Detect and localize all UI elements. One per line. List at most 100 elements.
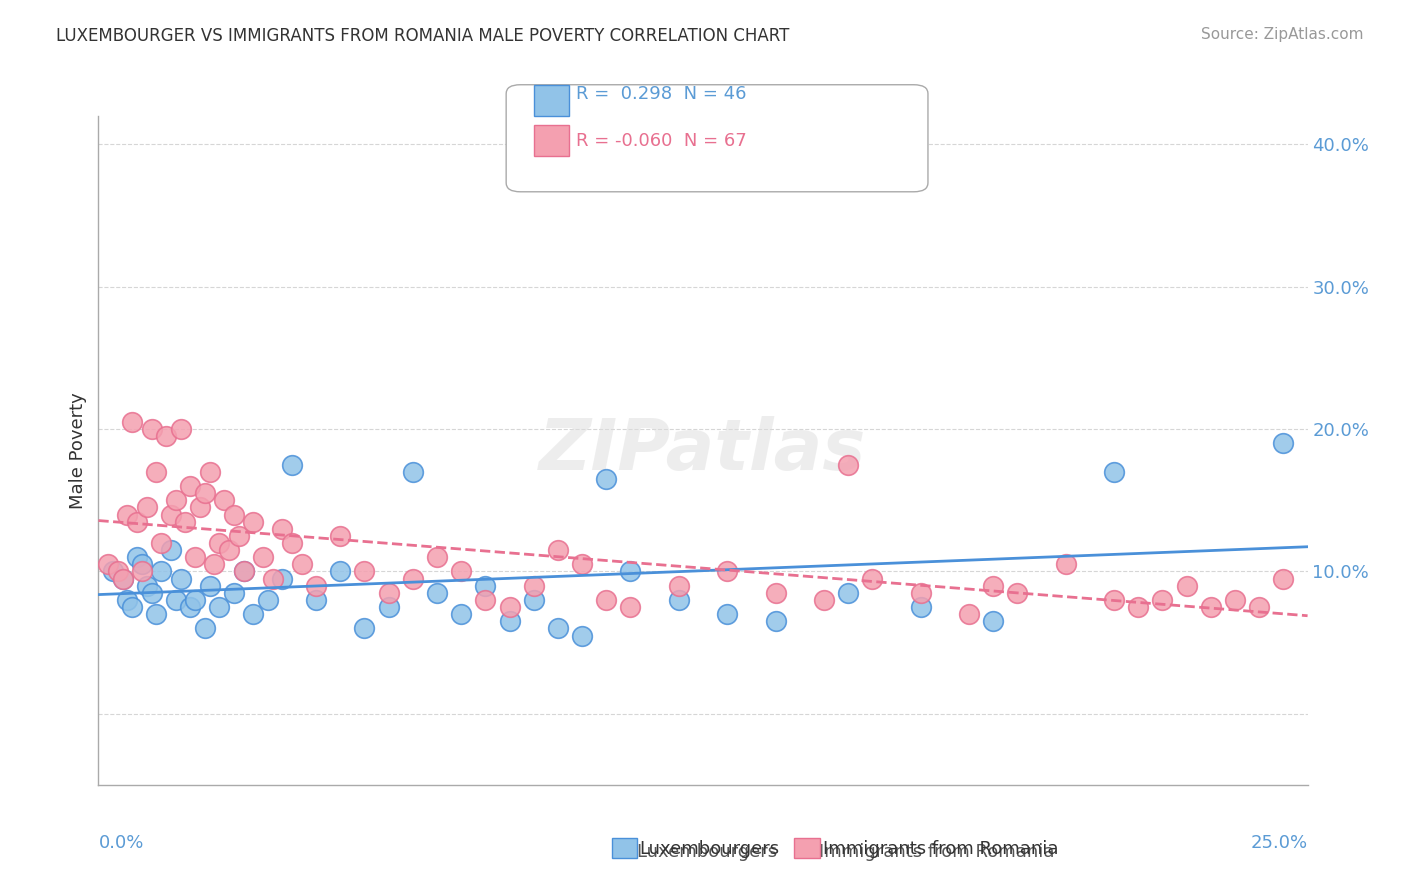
Point [232,565,254,579]
Text: ▪ Immigrants from Romania: ▪ Immigrants from Romania [801,843,1054,861]
Text: ZIPatlas: ZIPatlas [540,416,866,485]
Text: 25.0%: 25.0% [1250,834,1308,852]
Point [402,572,425,586]
Point [450,565,472,579]
Point [281,458,304,472]
Point [426,550,449,565]
Point [198,465,221,479]
Point [271,522,294,536]
Point [474,579,496,593]
Text: R = -0.060  N = 67: R = -0.060 N = 67 [576,132,747,150]
Point [111,572,134,586]
Point [111,572,134,586]
Point [184,550,207,565]
Point [765,614,787,628]
Point [571,558,593,572]
Point [198,579,221,593]
Point [813,593,835,607]
Point [1249,600,1271,615]
Point [194,486,217,500]
Point [377,586,399,600]
Point [910,586,932,600]
Point [145,465,167,479]
Text: LUXEMBOURGER VS IMMIGRANTS FROM ROMANIA MALE POVERTY CORRELATION CHART: LUXEMBOURGER VS IMMIGRANTS FROM ROMANIA … [56,27,790,45]
Point [150,565,173,579]
Point [165,493,187,508]
Point [716,565,738,579]
Point [981,579,1004,593]
Point [1152,593,1174,607]
Point [426,586,449,600]
Point [523,579,546,593]
Point [957,607,980,622]
Point [218,543,240,558]
Point [910,600,932,615]
Point [145,607,167,622]
Point [353,621,375,635]
Point [450,607,472,622]
Y-axis label: Male Poverty: Male Poverty [69,392,87,508]
Point [208,536,231,550]
Point [188,500,211,515]
Text: Source: ZipAtlas.com: Source: ZipAtlas.com [1201,27,1364,42]
Point [353,565,375,579]
Point [547,543,569,558]
Point [377,600,399,615]
Point [668,593,690,607]
Text: Luxembourgers: Luxembourgers [640,840,780,858]
Point [121,600,143,615]
Point [160,543,183,558]
Point [271,572,294,586]
Point [290,558,312,572]
Point [474,593,496,607]
Point [305,579,328,593]
Point [1175,579,1198,593]
Point [204,558,226,572]
Point [595,593,617,607]
Point [232,565,254,579]
Point [619,565,641,579]
Point [135,579,157,593]
Point [571,628,593,642]
Point [329,565,352,579]
Point [595,472,617,486]
Point [127,515,149,529]
Point [1054,558,1077,572]
Point [860,572,883,586]
Text: R =  0.298  N = 46: R = 0.298 N = 46 [576,85,747,103]
Point [547,621,569,635]
Point [498,614,520,628]
Point [174,515,197,529]
Point [131,558,153,572]
Point [194,621,217,635]
Text: 0.0%: 0.0% [98,834,143,852]
Point [179,479,201,493]
Point [107,565,129,579]
Point [1272,572,1295,586]
Point [169,422,191,436]
Point [716,607,738,622]
Point [256,593,278,607]
Point [141,586,163,600]
Point [131,565,153,579]
Point [262,572,284,586]
Point [242,607,264,622]
Point [281,536,304,550]
Point [1128,600,1150,615]
Point [127,550,149,565]
Point [212,493,235,508]
Point [837,458,859,472]
Text: ▪ Luxembourgers: ▪ Luxembourgers [619,843,776,861]
Point [184,593,207,607]
Point [208,600,231,615]
Point [169,572,191,586]
Point [305,593,328,607]
Point [837,586,859,600]
Point [141,422,163,436]
Point [117,508,139,522]
Point [402,465,425,479]
Point [619,600,641,615]
Point [981,614,1004,628]
Point [1223,593,1246,607]
Point [222,508,245,522]
